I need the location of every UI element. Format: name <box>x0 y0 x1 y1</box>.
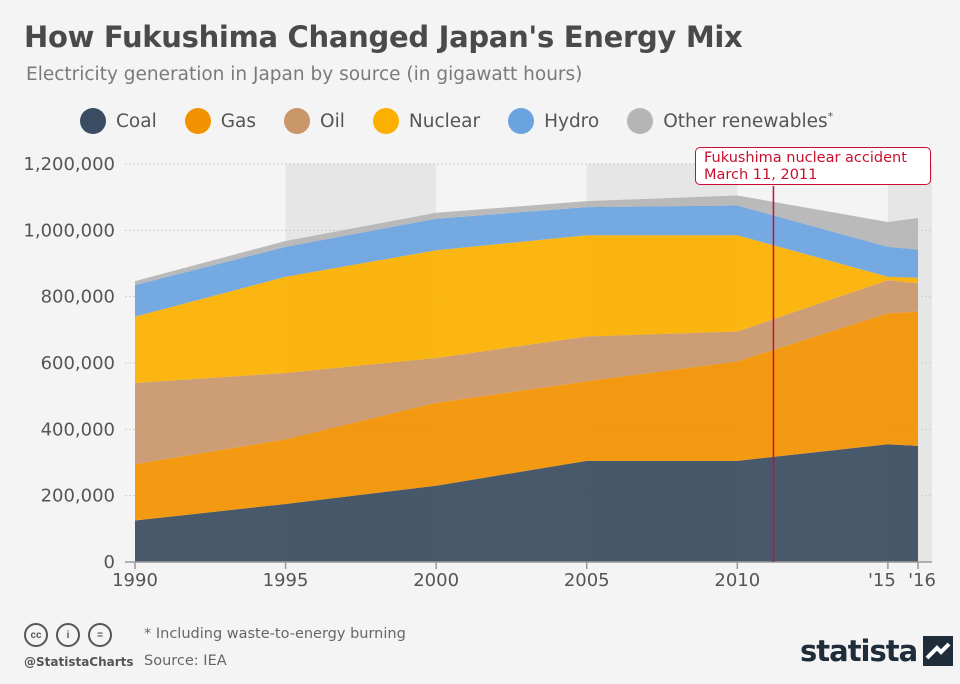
area-oil <box>135 280 918 465</box>
by-icon: i <box>56 623 80 647</box>
area-nuclear <box>135 235 918 383</box>
y-tick-label: 0 <box>104 552 115 573</box>
legend-item-coal: Coal <box>80 108 157 134</box>
source-note: Source: IEA <box>144 653 227 669</box>
brand-wordmark: statista <box>800 634 918 668</box>
x-tick-label: 2005 <box>564 570 610 591</box>
footnote: * Including waste-to-energy burning <box>144 626 406 642</box>
x-tick-label: 2000 <box>413 570 459 591</box>
legend-label-nuclear: Nuclear <box>408 110 481 132</box>
chart-title: How Fukushima Changed Japan's Energy Mix <box>24 20 743 54</box>
legend-label-coal: Coal <box>116 110 157 132</box>
license-icons: cc i = <box>24 623 120 647</box>
legend-swatch-other-renewables <box>627 108 654 134</box>
area-coal <box>135 444 918 562</box>
y-tick-label: 1,200,000 <box>23 154 115 175</box>
legend: Coal Gas Oil Nuclear Hydro Other renewab… <box>80 108 861 134</box>
legend-item-oil: Oil <box>284 108 345 134</box>
statista-logo-icon <box>923 636 954 666</box>
legend-swatch-nuclear <box>372 108 399 134</box>
annotation-date: March 11, 2011 <box>704 167 818 183</box>
area-other-renewables <box>135 195 918 286</box>
x-tick-label: '15 <box>868 570 896 591</box>
y-tick-label: 800,000 <box>41 287 115 308</box>
annotation-title: Fukushima nuclear accident <box>704 150 907 166</box>
chart-subtitle: Electricity generation in Japan by sourc… <box>26 64 583 85</box>
x-tick-label: '16 <box>908 570 936 591</box>
y-tick-label: 600,000 <box>41 353 115 374</box>
legend-label-oil: Oil <box>320 110 345 132</box>
statista-logo[interactable]: statista <box>800 634 954 668</box>
stacked-area-chart: 0 200,000 400,000 600,000 800,000 1,000,000 1,… <box>23 154 936 591</box>
legend-item-other-renewables: Other renewables* <box>627 108 833 134</box>
legend-swatch-oil <box>284 108 311 134</box>
x-tick-label: 2010 <box>714 570 760 591</box>
nd-icon: = <box>88 623 112 647</box>
legend-item-gas: Gas <box>184 108 257 134</box>
x-tick-label: 1995 <box>263 570 309 591</box>
legend-label-other-renewables: Other renewables* <box>663 109 834 133</box>
y-tick-label: 400,000 <box>41 419 115 440</box>
legend-label-hydro: Hydro <box>544 110 600 132</box>
area-hydro <box>135 205 918 317</box>
fukushima-annotation: Fukushima nuclear accident March 11, 201… <box>695 147 931 185</box>
cc-icon: cc <box>24 623 48 647</box>
legend-swatch-gas <box>184 108 211 134</box>
legend-item-nuclear: Nuclear <box>372 108 481 134</box>
statista-handle[interactable]: @StatistaCharts <box>24 655 134 669</box>
legend-label-gas: Gas <box>220 110 257 132</box>
area-gas <box>135 311 918 521</box>
x-tick-label: 1990 <box>112 570 158 591</box>
legend-swatch-coal <box>80 108 106 134</box>
y-tick-label: 200,000 <box>41 486 115 507</box>
y-tick-label: 1,000,000 <box>23 220 115 241</box>
legend-swatch-hydro <box>508 108 535 134</box>
legend-item-hydro: Hydro <box>508 108 599 134</box>
